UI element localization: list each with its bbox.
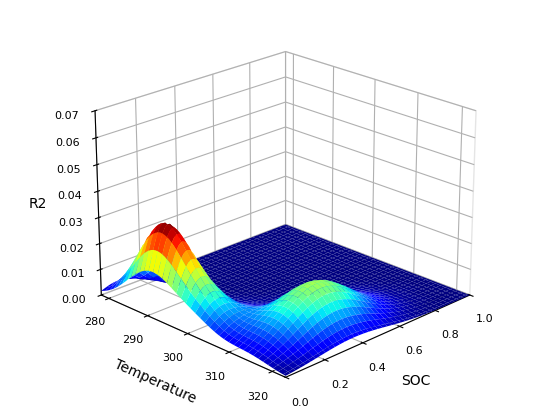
Y-axis label: Temperature: Temperature: [112, 357, 198, 406]
X-axis label: SOC: SOC: [401, 375, 431, 388]
